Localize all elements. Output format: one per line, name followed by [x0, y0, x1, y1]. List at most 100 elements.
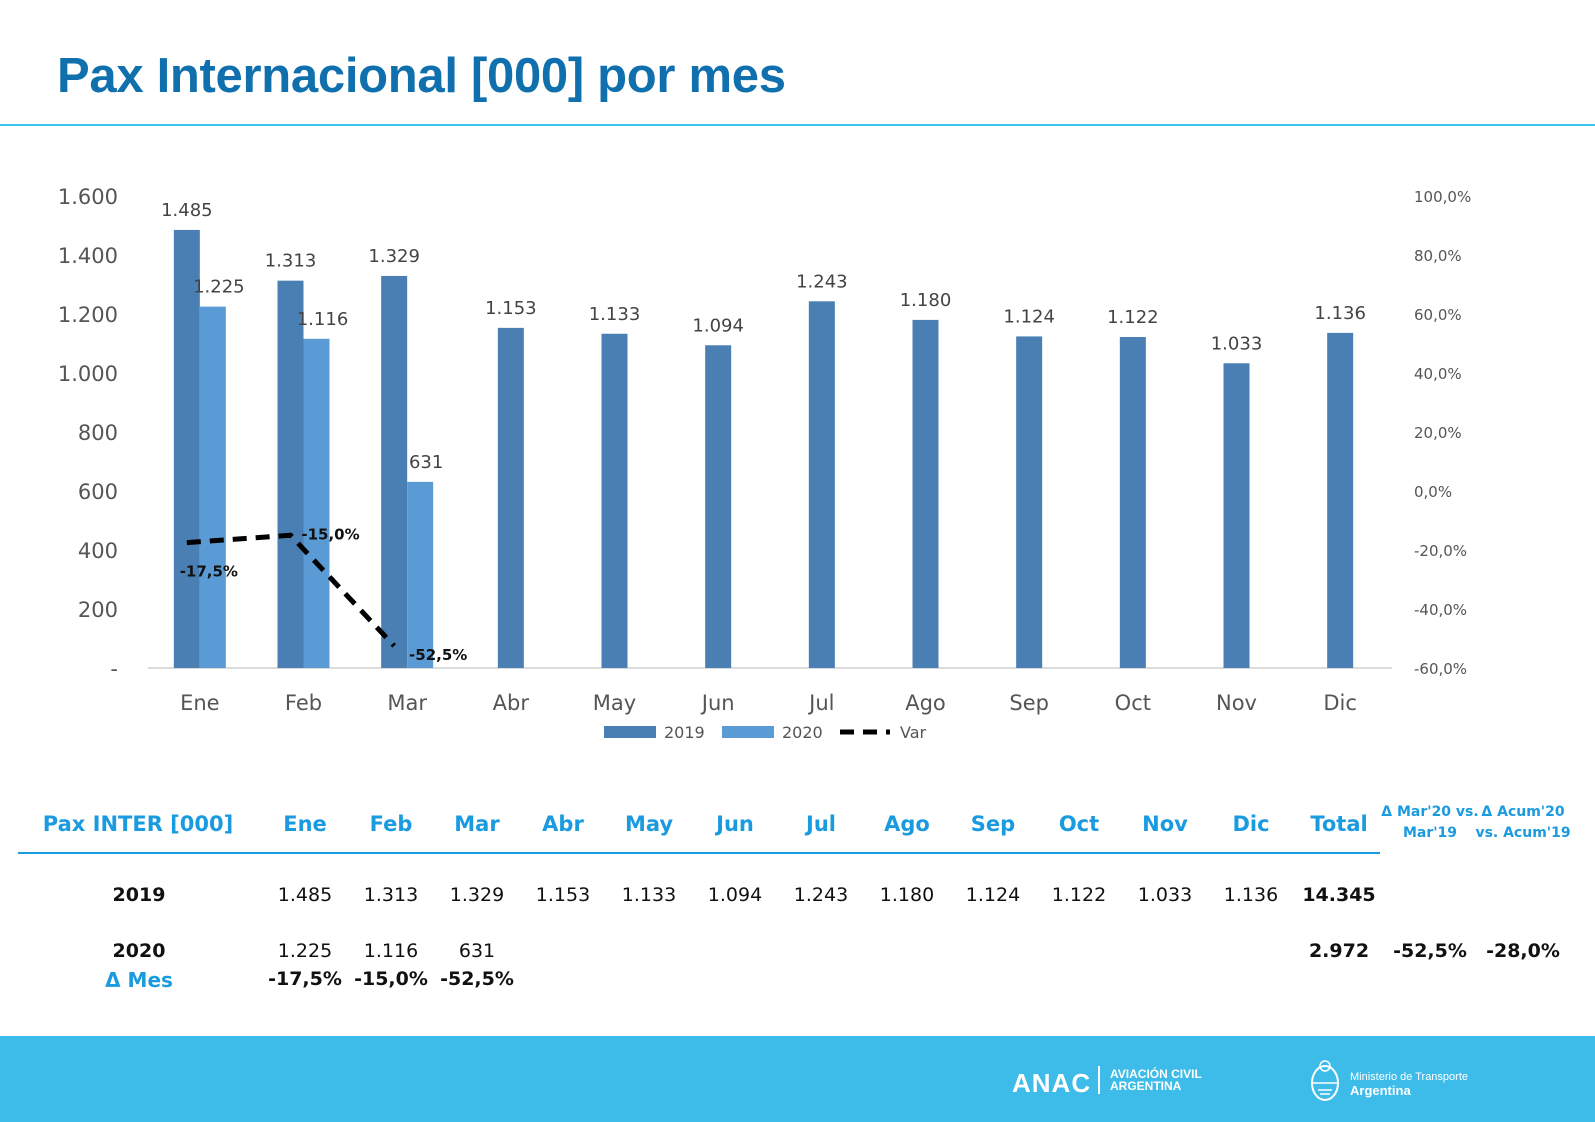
x-tick-label: Nov: [1216, 691, 1257, 715]
table-header-delta-mar: Δ Mar'20 vs. Mar'19: [1381, 804, 1479, 841]
delta-mar-value: -52,5%: [1393, 940, 1467, 962]
y2-tick-label: 100,0%: [1414, 188, 1471, 206]
table-header-month: Jun: [716, 812, 754, 836]
legend-swatch-2020: [722, 726, 774, 738]
row-label-2020: 2020: [112, 940, 166, 962]
bar-2019: [912, 319, 939, 668]
table-header-month: Ago: [884, 812, 930, 836]
x-tick-label: Dic: [1323, 691, 1357, 715]
bar-2019: [705, 345, 732, 668]
bar-2019: [601, 333, 628, 668]
table-cell: 1.124: [965, 884, 1021, 906]
var-line: [186, 532, 396, 648]
bar-2019: [1327, 332, 1354, 668]
bar-2019-label: 1.094: [692, 315, 744, 336]
bar-2020: [303, 338, 330, 668]
y2-tick-label: 0,0%: [1414, 483, 1452, 501]
x-tick-label: Abr: [493, 691, 530, 715]
table-cell: 1.243: [793, 884, 849, 906]
title-divider: [0, 124, 1595, 126]
bar-2019-label: 1.122: [1107, 307, 1159, 328]
var-label: -15,0%: [301, 525, 359, 543]
bar-2019: [1119, 337, 1146, 668]
table-cell: 1.094: [707, 884, 763, 906]
table-cell: 1.133: [621, 884, 677, 906]
logo-divider: [1098, 1066, 1100, 1094]
x-tick-label: Jul: [807, 691, 834, 715]
legend-label-var: Var: [900, 723, 927, 742]
y2-tick-label: -60,0%: [1414, 660, 1467, 678]
table-header-month: Nov: [1142, 812, 1188, 836]
x-tick-label: May: [593, 691, 636, 715]
bar-2019-label: 1.329: [368, 246, 420, 267]
bar-2019: [1016, 336, 1043, 668]
total-2020: 2.972: [1308, 940, 1370, 962]
table-header-delta-acum: Δ Acum'20 vs. Acum'19: [1475, 804, 1571, 841]
bar-2019: [277, 280, 304, 668]
page-title: Pax Internacional [000] por mes: [57, 49, 786, 103]
table-header-month: Dic: [1232, 812, 1270, 836]
y-tick-label: 1.600: [58, 185, 118, 209]
y2-tick-label: 40,0%: [1414, 365, 1462, 383]
anac-subtitle: AVIACIÓN CIVIL ARGENTINA: [1110, 1067, 1202, 1093]
y2-tick-label: -40,0%: [1414, 601, 1467, 619]
bar-2020: [407, 481, 434, 668]
ministry-name: Ministerio de Transporte Argentina: [1350, 1071, 1468, 1098]
table-cell: 1.136: [1223, 884, 1279, 906]
y-tick-label: 200: [78, 598, 118, 622]
data-table: Pax INTER [000] Ene Feb Mar Abr May Jun Jul Ago…: [0, 800, 1595, 1010]
delta-acum-value: -28,0%: [1486, 940, 1560, 962]
x-tick-label: Feb: [285, 691, 322, 715]
y-tick-label: 600: [78, 480, 118, 504]
delta-cell: -17,5%: [268, 968, 342, 990]
y-tick-label: 1.000: [58, 362, 118, 386]
bar-2019-label: 1.033: [1211, 333, 1263, 354]
total-2019: 14.345: [1302, 884, 1376, 906]
bar-line-chart: - 200 400 600 800 1.000 1.200 1.400 1.600 -60,0% -…: [58, 185, 1471, 742]
table-header-divider: [18, 852, 1380, 854]
legend-label-2020: 2020: [782, 723, 823, 742]
table-header-month: Mar: [454, 812, 500, 836]
table-header-month: Abr: [542, 812, 584, 836]
table-header-month: Sep: [970, 812, 1016, 836]
x-tick-label: Ago: [905, 691, 946, 715]
x-tick-label: Jun: [700, 691, 735, 715]
table-header-total: Total: [1310, 812, 1368, 836]
table-cell: 1.180: [879, 884, 935, 906]
bar-2019-label: 1.153: [485, 298, 537, 319]
coat-of-arms-icon: [1311, 1060, 1339, 1101]
bar-2019-label: 1.313: [265, 251, 317, 272]
bar-2020-label: 631: [409, 452, 443, 473]
anac-logo: ANAC: [1012, 1068, 1092, 1098]
bar-2020-label: 1.116: [297, 309, 349, 330]
table-cell: 1.153: [535, 884, 591, 906]
var-label: -52,5%: [409, 646, 467, 664]
x-tick-label: Mar: [387, 691, 427, 715]
bar-2019: [381, 275, 408, 668]
bar-2019-label: 1.243: [796, 271, 848, 292]
table-cell: 1.122: [1051, 884, 1107, 906]
y2-tick-label: 60,0%: [1414, 306, 1462, 324]
y2-tick-label: 20,0%: [1414, 424, 1462, 442]
bar-2019-label: 1.124: [1003, 306, 1055, 327]
y-tick-label: 800: [78, 421, 118, 445]
y-tick-label: 1.200: [58, 303, 118, 327]
bar-2019: [808, 301, 835, 668]
bar-2020: [199, 306, 226, 668]
table-cell: 1.329: [449, 884, 505, 906]
table-cell: 1.313: [363, 884, 419, 906]
y2-tick-label: -20,0%: [1414, 542, 1467, 560]
table-cell: 1.033: [1137, 884, 1193, 906]
y-tick-label: -: [110, 657, 118, 681]
table-cell: 631: [458, 940, 496, 962]
y2-tick-label: 80,0%: [1414, 247, 1462, 265]
table-header-month: Ene: [283, 812, 327, 836]
bar-2019: [173, 229, 200, 669]
legend-swatch-2019: [604, 726, 656, 738]
bar-2019-label: 1.180: [900, 290, 952, 311]
table-cell: 1.485: [277, 884, 333, 906]
table-header-month: Oct: [1058, 812, 1100, 836]
bar-2019-label: 1.136: [1314, 303, 1366, 324]
bar-2019: [497, 327, 524, 668]
x-tick-label: Oct: [1115, 691, 1151, 715]
